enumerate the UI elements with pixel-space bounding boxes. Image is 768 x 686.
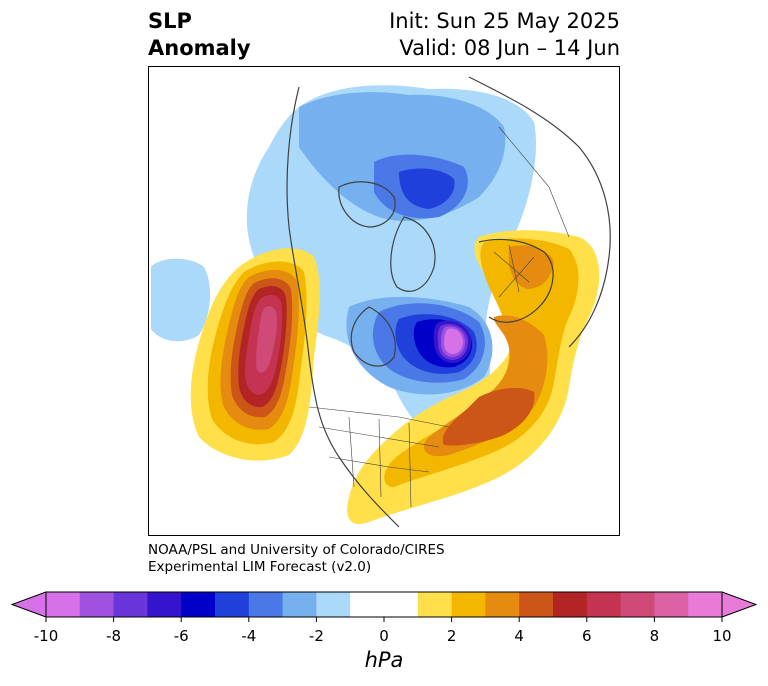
pos-anomaly-atlantic-2	[384, 238, 579, 487]
coastlines	[286, 76, 611, 528]
colorbar-cell	[688, 592, 723, 617]
colorbar-tick-label: -4	[241, 627, 257, 645]
neg-anomaly-contour-4	[399, 168, 455, 209]
coastline-hudson-bay	[350, 306, 396, 367]
coastline-north-america	[286, 86, 400, 528]
colorbar-cell	[654, 592, 689, 617]
border-us-states-1	[318, 426, 440, 448]
border-us-canada	[308, 406, 450, 428]
colorbar-cell	[485, 592, 520, 617]
colorbar-cell	[79, 592, 115, 617]
map-panel	[148, 66, 620, 536]
credit-text: NOAA/PSL and University of Colorado/CIRE…	[148, 542, 445, 576]
pos-anomaly-pacific-7	[256, 306, 277, 373]
title-left: SLP Anomaly	[148, 8, 251, 62]
init-date: Init: Sun 25 May 2025	[389, 9, 620, 33]
neg-anomaly-contour-9	[444, 328, 463, 354]
colorbar-cell	[553, 592, 588, 617]
colorbar-cell	[417, 592, 453, 617]
colorbar-cell	[451, 592, 486, 617]
border-europe-1	[493, 244, 535, 298]
border-russia	[498, 126, 570, 238]
colorbar-extend-min	[10, 591, 47, 618]
colorbar-cell	[46, 592, 81, 617]
colorbar-cell	[384, 592, 419, 617]
coastline-greenland	[390, 216, 436, 292]
colorbar-tick-label: -8	[106, 627, 122, 645]
title-variable: SLP	[148, 9, 192, 33]
colorbar-cell	[215, 592, 250, 617]
pos-anomaly-atlantic-4	[442, 387, 535, 446]
colorbar-cell	[147, 592, 182, 617]
colorbar-ticks	[45, 617, 723, 622]
border-us-states-3	[348, 416, 412, 508]
colorbar-extend-max	[721, 591, 758, 618]
colorbar-cell	[248, 592, 284, 617]
colorbar-tick-label: 6	[582, 627, 592, 645]
colorbar-cell	[181, 592, 216, 617]
colorbar-tick-label: -10	[33, 627, 59, 645]
coastline-europe	[478, 238, 554, 323]
title-right: Init: Sun 25 May 2025 Valid: 08 Jun – 14…	[389, 8, 620, 62]
country-borders	[308, 126, 570, 508]
colorbar-tick-label: 4	[514, 627, 524, 645]
valid-range: Valid: 08 Jun – 14 Jun	[399, 36, 620, 60]
border-us-states-2	[328, 456, 430, 473]
colorbar	[10, 591, 758, 622]
colorbar-tick-label: -6	[173, 627, 189, 645]
credit-line-1: NOAA/PSL and University of Colorado/CIRE…	[148, 542, 445, 558]
colorbar-cell	[316, 592, 351, 617]
credit-line-2: Experimental LIM Forecast (v2.0)	[148, 559, 372, 575]
anomaly-field	[151, 85, 600, 525]
coastline-eurasia	[468, 76, 611, 348]
colorbar-tick-label: 0	[379, 627, 389, 645]
colorbar-units: hPa	[364, 648, 404, 672]
neg-anomaly-contour-pacific	[151, 258, 211, 342]
colorbar-cell	[350, 592, 385, 617]
title-quantity: Anomaly	[148, 36, 251, 60]
colorbar-tick-label: -2	[308, 627, 324, 645]
colorbar-cells	[46, 592, 723, 617]
colorbar-cell	[586, 592, 622, 617]
colorbar-tick-label: 10	[712, 627, 732, 645]
pos-anomaly-europe-2	[508, 245, 554, 289]
colorbar-tick-label: 2	[446, 627, 457, 645]
colorbar-cell	[620, 592, 655, 617]
colorbar-cell	[113, 592, 148, 617]
colorbar-cell	[519, 592, 554, 617]
coastline-arctic-islands	[338, 181, 396, 228]
anomaly-map	[151, 76, 611, 528]
colorbar-tick-label: 8	[649, 627, 660, 645]
colorbar-cell	[282, 592, 317, 617]
